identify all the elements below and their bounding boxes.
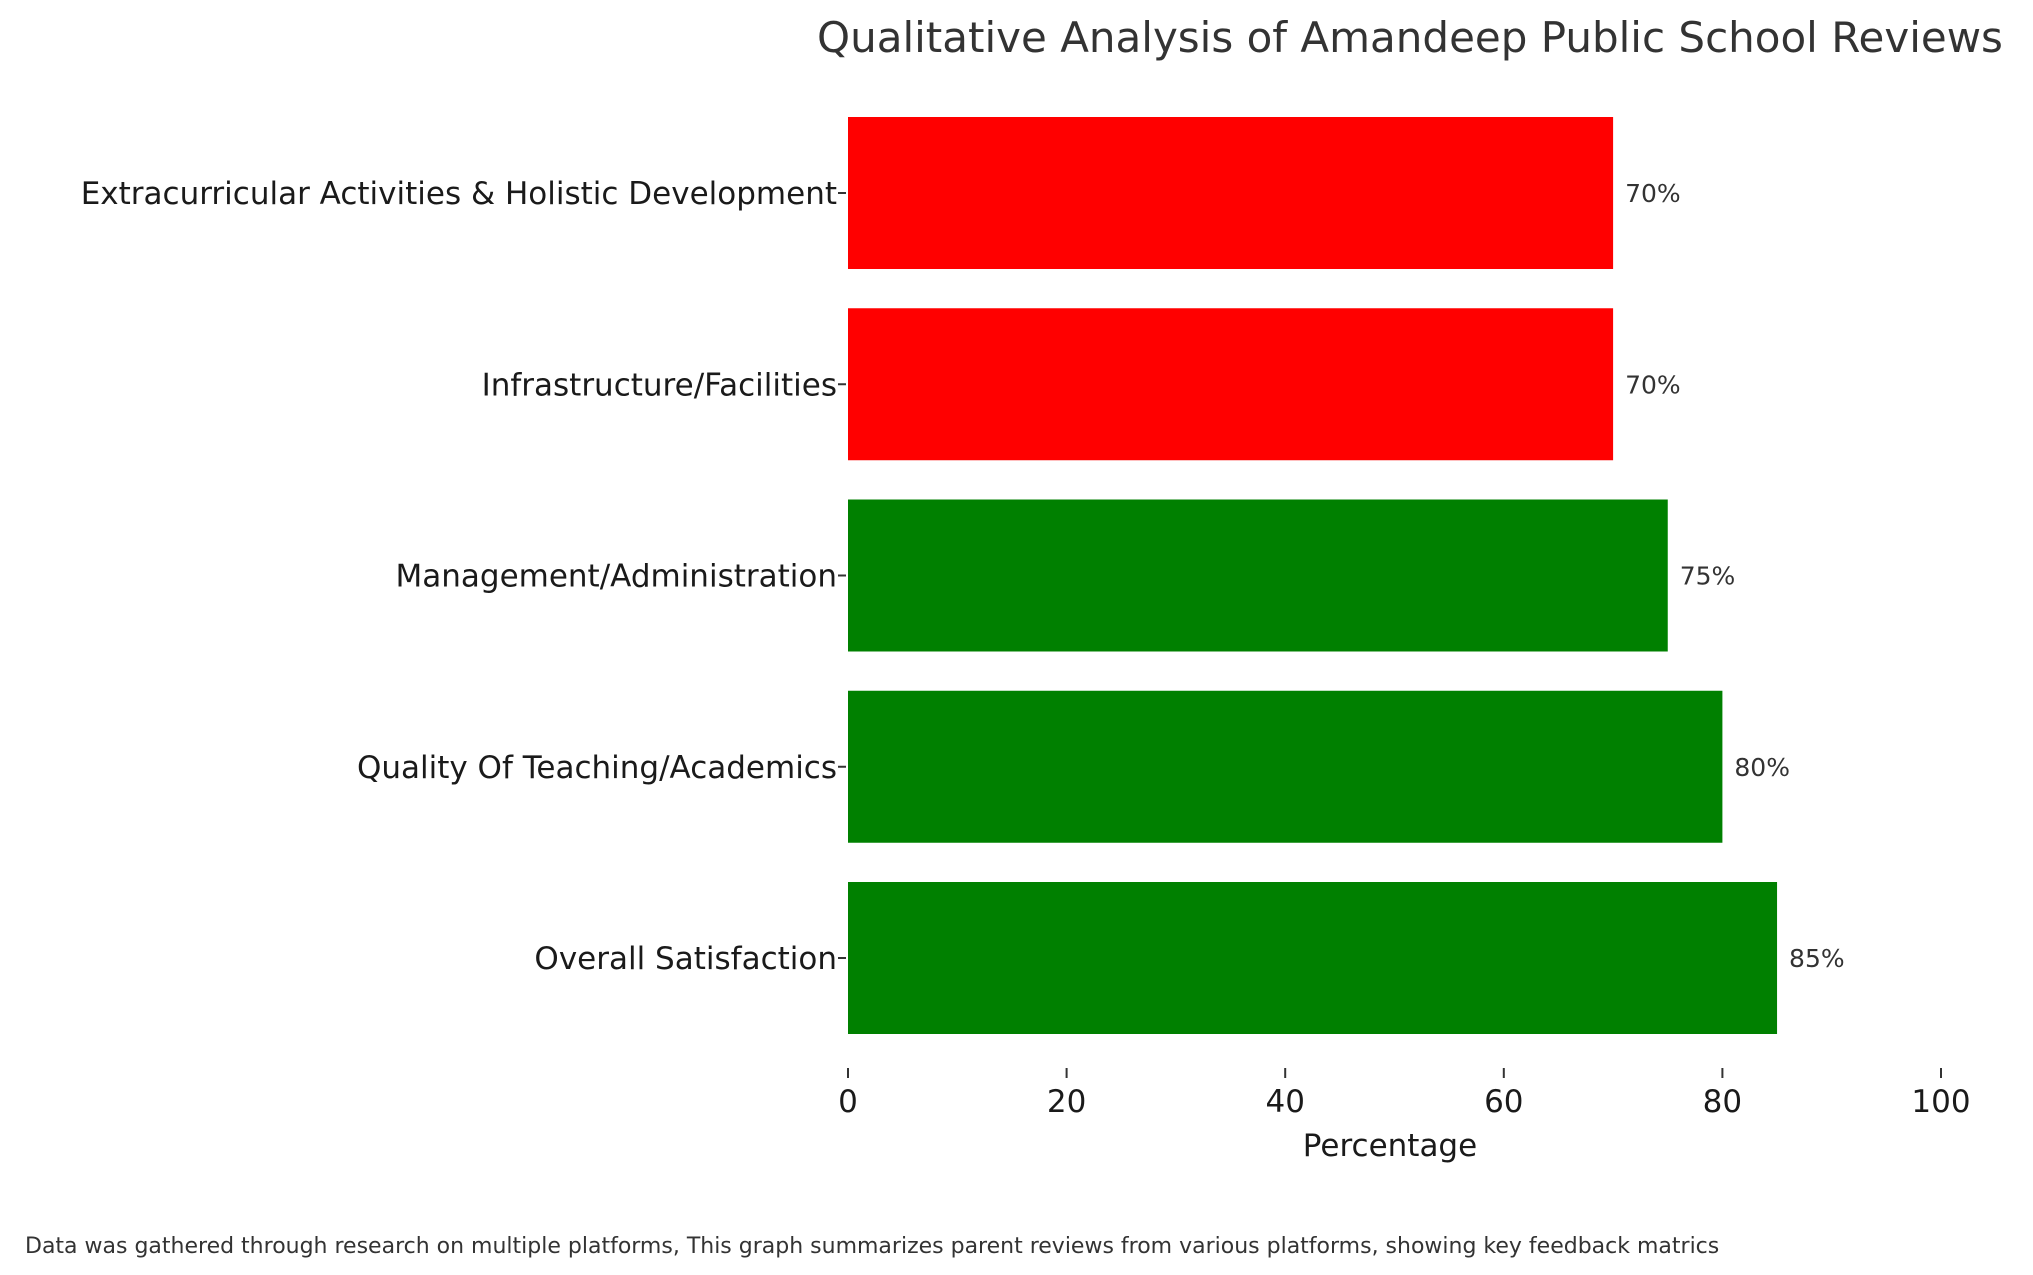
x-tick-label-0: 0 — [838, 1084, 858, 1120]
data-label-3: 70% — [1625, 370, 1681, 399]
category-label-1: Quality Of Teaching/Academics — [357, 750, 837, 786]
bars-layer: 85% 80% 75% 70% 70% — [848, 117, 1845, 1034]
category-labels: Overall Satisfaction Quality Of Teaching/… — [81, 176, 846, 977]
bar-4 — [848, 117, 1614, 269]
bar-2 — [848, 499, 1668, 652]
x-axis-label: Percentage — [1303, 1128, 1477, 1164]
x-tick-label-5: 100 — [1911, 1084, 1970, 1120]
data-label-1: 80% — [1734, 753, 1790, 782]
category-label-2: Management/Administration — [396, 559, 838, 595]
footnote: Data was gathered through research on mu… — [25, 1234, 1719, 1259]
x-tick-label-4: 80 — [1703, 1084, 1742, 1120]
category-label-4: Extracurricular Activities & Holistic De… — [81, 176, 837, 212]
x-tick-label-2: 40 — [1265, 1084, 1304, 1120]
data-label-2: 75% — [1680, 562, 1736, 591]
bar-1 — [848, 690, 1723, 843]
x-tick-label-1: 20 — [1047, 1084, 1086, 1120]
x-axis: 0 20 40 60 80 100 — [838, 1068, 1971, 1120]
x-tick-label-3: 60 — [1484, 1084, 1523, 1120]
chart-title: Qualitative Analysis of Amandeep Public … — [817, 13, 2003, 62]
category-label-3: Infrastructure/Facilities — [482, 367, 837, 403]
bar-3 — [848, 308, 1614, 461]
data-label-0: 85% — [1789, 944, 1845, 973]
bar-0 — [848, 882, 1778, 1034]
data-label-4: 70% — [1625, 179, 1681, 208]
category-label-0: Overall Satisfaction — [534, 941, 837, 977]
